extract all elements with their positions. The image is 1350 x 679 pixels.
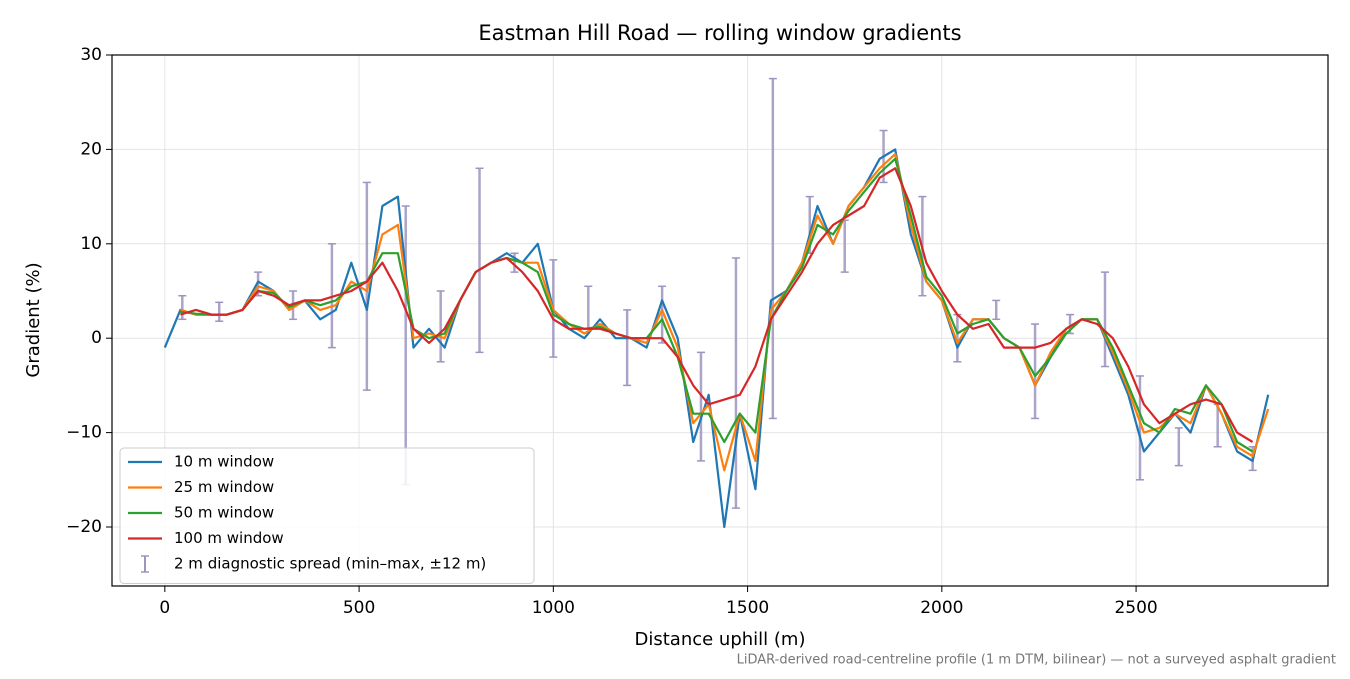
x-tick-label: 2000 <box>920 598 963 618</box>
error-bar <box>768 77 777 420</box>
y-tick-label: −10 <box>66 423 102 443</box>
error-bar <box>1101 271 1110 368</box>
y-tick-label: 10 <box>80 234 102 254</box>
legend-label: 25 m window <box>174 478 274 496</box>
legend-box <box>119 447 535 584</box>
chart-title: Eastman Hill Road — rolling window gradi… <box>478 21 961 45</box>
x-tick-label: 1000 <box>532 598 575 618</box>
x-tick-label: 1500 <box>726 598 769 618</box>
error-bar <box>510 252 519 273</box>
error-bar <box>584 285 593 330</box>
y-tick-label: 20 <box>80 139 102 159</box>
error-bar <box>1174 427 1183 467</box>
legend-label: 10 m window <box>174 453 274 471</box>
line <box>180 167 1254 443</box>
legend-label: 2 m diagnostic spread (min–max, ±12 m) <box>174 555 486 573</box>
x-tick-label: 2500 <box>1114 598 1157 618</box>
legend-label: 50 m window <box>174 504 274 522</box>
y-tick-label: −20 <box>66 517 102 537</box>
x-tick-label: 0 <box>159 598 170 618</box>
line <box>180 157 1254 453</box>
error-bar <box>215 301 224 322</box>
error-bar <box>992 299 1001 321</box>
error-bar <box>696 351 705 462</box>
annotation: LiDAR-derived road-centreline profile (1… <box>737 653 1336 668</box>
error-bar <box>731 257 740 509</box>
error-bar <box>178 294 187 321</box>
y-tick-label: 0 <box>91 328 102 348</box>
error-bar <box>327 243 336 349</box>
x-axis-label: Distance uphill (m) <box>635 629 806 650</box>
plot-frame <box>111 54 1329 587</box>
error-bar <box>436 290 445 363</box>
error-bar <box>1031 323 1040 420</box>
y-axis-label: Gradient (%) <box>23 262 44 377</box>
error-bar <box>623 309 632 387</box>
error-bar <box>362 181 371 391</box>
x-tick-label: 500 <box>343 598 375 618</box>
error-bar <box>475 167 484 354</box>
legend-label: 100 m window <box>174 529 284 547</box>
error-bar <box>840 219 849 273</box>
y-tick-label: 30 <box>80 45 102 65</box>
